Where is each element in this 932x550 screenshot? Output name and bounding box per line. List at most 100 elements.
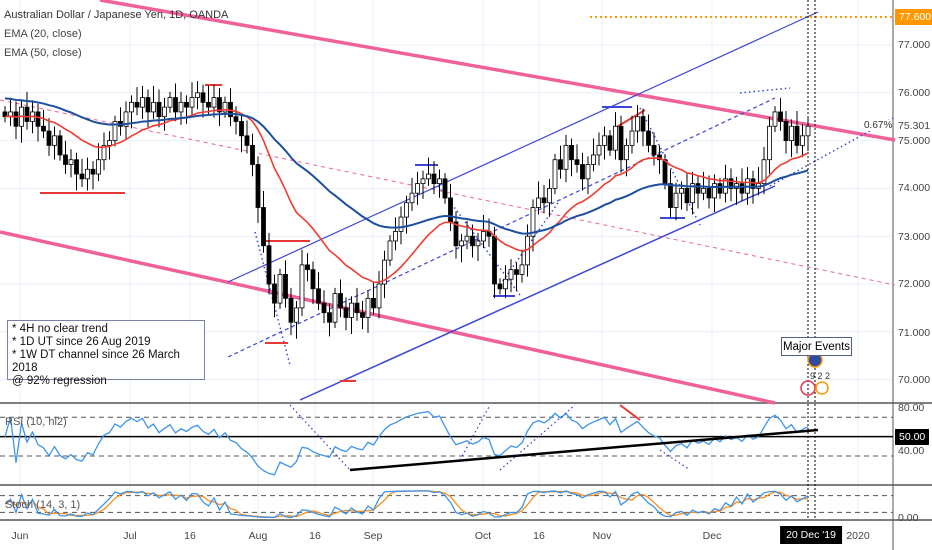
candle-body [761,159,767,185]
ema50-legend[interactable]: EMA (50, close) [4,47,82,59]
candle-body [431,173,437,185]
candle-body [85,168,90,180]
candle-body [448,197,453,223]
candle-body [415,183,420,194]
candle-body [783,121,789,142]
candle-body [24,106,30,122]
candle-body [90,168,96,175]
notes-box[interactable]: * 4H no clear trend * 1D UT since 26 Aug… [7,320,205,387]
time-label: Jul [123,530,137,542]
candle-body [173,97,178,113]
candle-body [459,240,464,247]
rsi-legend[interactable]: RSI (10, hl2) [5,416,67,428]
candle-body [211,97,217,108]
time-label: Jun [11,530,29,542]
candle-body [552,159,558,189]
candle-body [602,135,607,146]
candle-body [778,111,783,122]
blue-channel-upper [227,11,819,283]
candle-body [420,178,426,185]
candle-body [261,207,266,247]
candle-body [79,173,85,180]
candle-body [195,92,200,98]
candle-body [640,116,646,132]
candle-body [206,101,211,108]
candle-body [651,144,657,156]
candle-body [250,144,255,165]
candle-body [112,121,118,142]
major-events-label[interactable]: Major Events [781,337,852,356]
rsi-trendline [349,428,819,472]
candle-body [580,164,585,180]
candle-body [393,231,398,242]
candle-body [629,130,635,146]
target-price-tag: 77.600 [895,9,932,25]
event-icon [815,381,829,395]
candle-body [46,130,52,146]
time-label: Nov [592,530,612,542]
candle-body [717,183,723,194]
last-price-tag: 75.301 [898,120,931,132]
time-label: 2020 [846,530,870,542]
candle-body [387,240,393,261]
candle-body [728,178,734,189]
rsi-dotted-line [289,404,351,471]
candle-body [668,183,673,208]
candle-body [134,101,140,108]
candle-body [404,202,409,218]
candle-body [613,125,618,151]
event-counts: 9 2 2 [810,371,831,381]
candle-body [222,101,228,113]
ema50-line [4,97,809,235]
candle-body [123,111,129,127]
candle-body [57,135,63,156]
candle-body [618,125,624,161]
note-line: @ 92% regression [12,375,107,387]
candle-body [706,187,712,199]
stoch-d-line [4,490,809,518]
candle-body [338,293,343,309]
stoch-legend[interactable]: Stoch (14, 3, 1) [5,499,81,511]
candle-body [184,101,189,108]
candle-body [189,97,195,108]
candle-body [767,125,772,161]
candle-body [442,178,448,199]
candle-body [354,302,360,314]
candle-body [321,302,327,314]
candle-body [343,307,349,318]
candle-body [167,97,173,108]
candle-body [52,135,57,146]
pink-channel-lower [0,230,776,405]
stoch-tick: 0.00 [898,512,919,524]
candle-body [464,235,470,242]
rsi-dotted-line [659,449,691,471]
candle-body [294,307,299,323]
candle-body [316,288,321,304]
price-tick: 75.000 [898,135,931,147]
candle-body [789,125,794,142]
candle-body [497,283,503,290]
candle-body [585,164,591,180]
blue-dotted-top [739,87,791,94]
candle-body [739,183,745,194]
candle-body [244,135,250,146]
candle-body [426,173,431,180]
rsi-tick: 80.00 [898,402,925,414]
time-label: Sep [363,530,383,542]
candle-body [151,101,156,113]
candle-body [701,187,706,194]
candle-body [277,274,283,304]
candle-body [519,264,525,275]
ema20-legend[interactable]: EMA (20, close) [4,28,82,40]
price-tick: 72.000 [898,278,931,290]
candle-body [398,216,404,232]
candle-body [541,197,547,204]
candle-body [508,269,514,280]
candle-body [514,269,519,275]
candle-body [536,197,541,208]
candle-body [140,97,145,108]
price-tick: 76.000 [898,87,931,99]
event-icon [800,380,816,396]
